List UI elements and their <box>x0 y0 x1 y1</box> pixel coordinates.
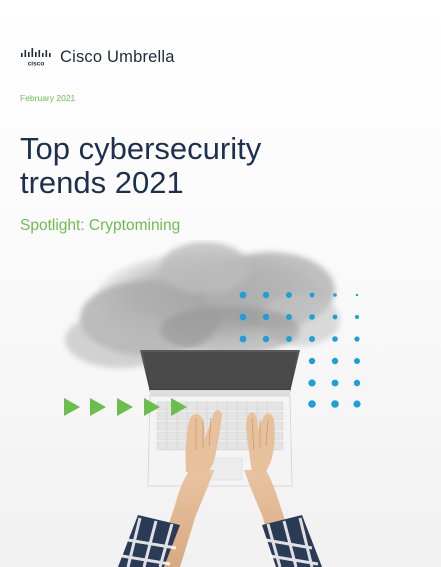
blue-dot-grid <box>239 291 361 408</box>
cover-title-line-2: trends 2021 <box>20 165 184 200</box>
cover-subtitle: Spotlight: Cryptomining <box>20 217 181 234</box>
left-sleeve <box>118 515 180 567</box>
publication-date: February 2021 <box>20 93 76 103</box>
brand-logo: cisco Cisco Umbrella <box>20 46 175 68</box>
cisco-logo-icon: cisco <box>21 48 51 68</box>
cloud-image <box>65 242 340 368</box>
product-name: Cisco Umbrella <box>60 47 175 66</box>
right-sleeve <box>262 515 322 567</box>
logo-wordmark: cisco <box>28 61 45 68</box>
cover-illustration <box>64 242 361 567</box>
cover-title-line-1: Top cybersecurity <box>20 131 262 166</box>
green-arrow-icons <box>64 398 187 416</box>
cover-title: Top cybersecurity trends 2021 <box>20 132 340 200</box>
